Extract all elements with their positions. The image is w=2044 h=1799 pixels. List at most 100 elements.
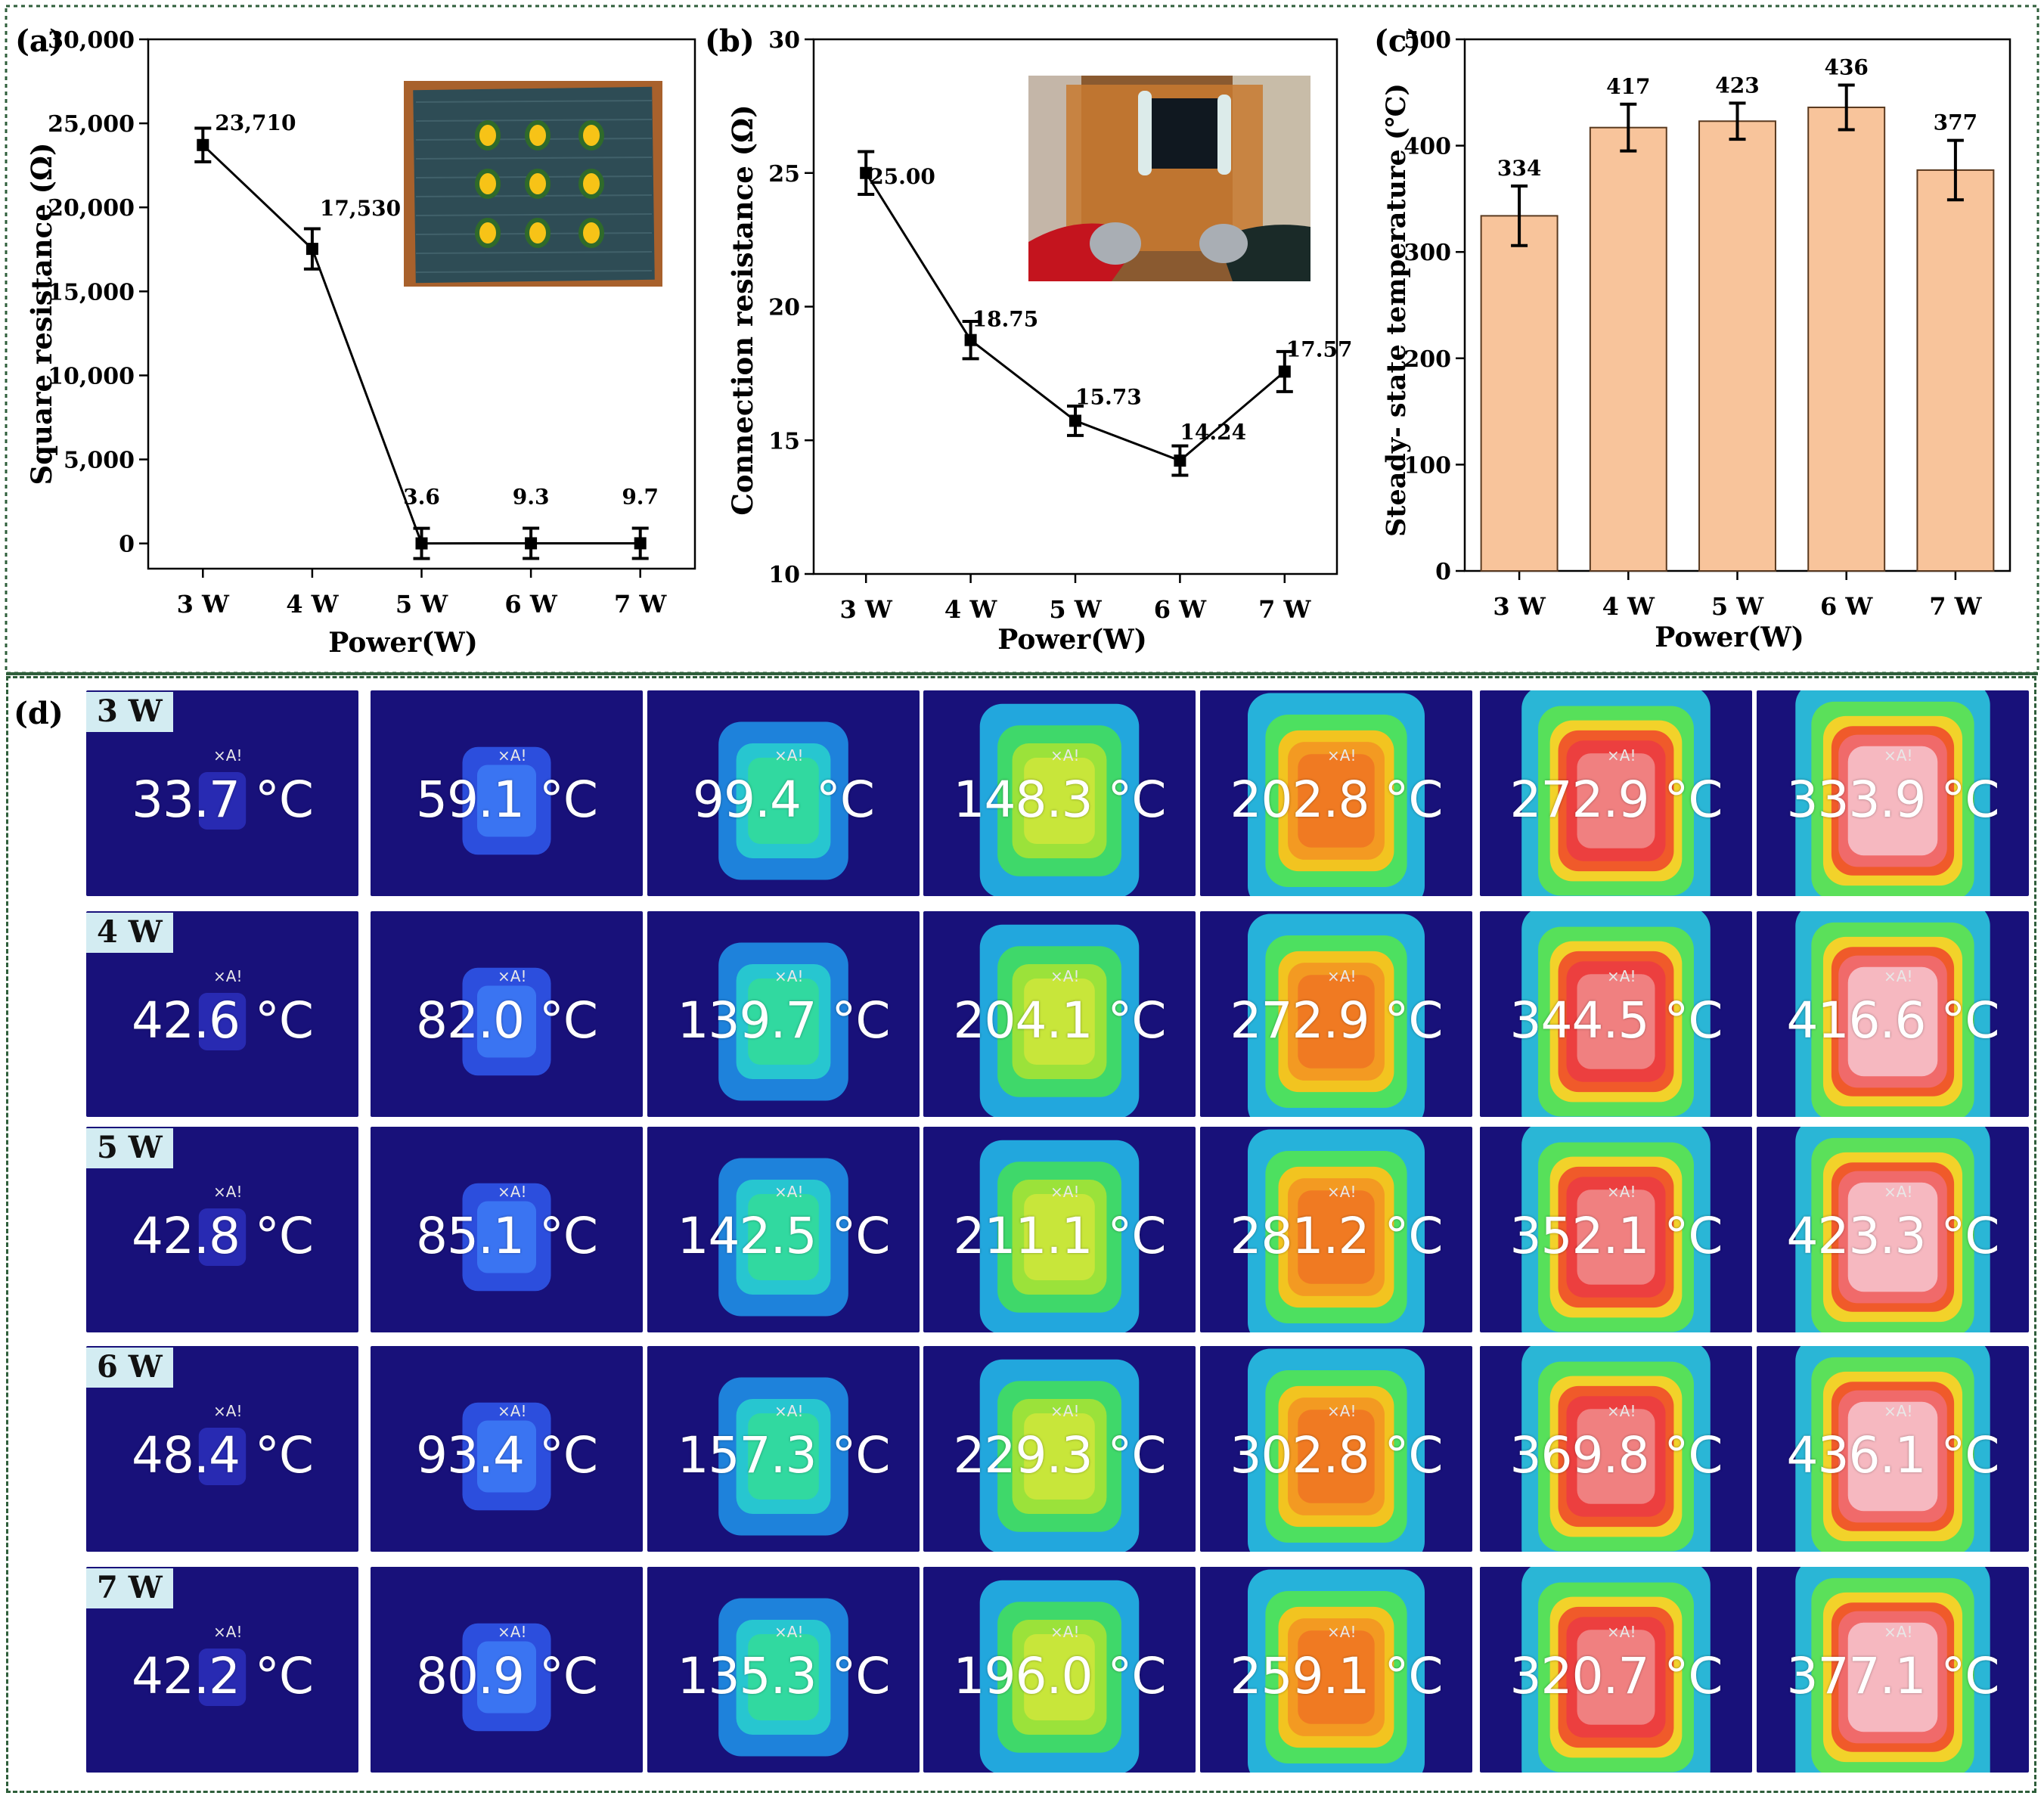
chart-c-ytick-label: 400 <box>1404 134 1451 160</box>
chart-a-xtick-label: 4 W <box>286 590 339 619</box>
chart-b-ytick-label: 10 <box>768 562 800 588</box>
thermal-temperature-readout: 272.9 °C <box>1230 991 1443 1050</box>
thermal-heatmap <box>371 1127 643 1332</box>
panel-label-c: (c) <box>1374 23 1421 59</box>
thermal-temperature-readout: 302.8 °C <box>1230 1426 1443 1484</box>
thermal-heatmap <box>1480 1127 1752 1332</box>
thermal-temperature-readout: 99.4 °C <box>692 771 875 829</box>
thermal-marker-label: ×A! <box>774 1183 804 1201</box>
thermal-temperature-readout: 320.7 °C <box>1509 1647 1723 1705</box>
thermal-heatmap <box>923 1127 1196 1332</box>
thermal-temperature-readout: 42.8 °C <box>131 1207 314 1265</box>
chart-a-value-label: 9.3 <box>513 484 550 509</box>
thermal-marker-label: ×A! <box>1884 967 1913 985</box>
chart-a-ytick-label: 25,000 <box>48 111 135 138</box>
chart-b-point <box>860 166 873 179</box>
thermal-zone <box>477 1420 536 1493</box>
thermal-temperature-readout: 48.4 °C <box>131 1426 314 1484</box>
chart-a-xtick-label: 5 W <box>395 590 448 619</box>
thermal-temperature-readout: 259.1 °C <box>1230 1647 1443 1705</box>
thermal-temperature-readout: 436.1 °C <box>1786 1426 1999 1484</box>
thermal-zone <box>1024 979 1095 1065</box>
thermal-image: ×A! 80.9 °C <box>371 1567 643 1773</box>
thermal-row-power-label: 6 W <box>86 1348 173 1388</box>
thermal-marker-label: ×A! <box>1884 1183 1913 1201</box>
chart-c-value-label: 334 <box>1497 156 1541 181</box>
thermal-marker-label: ×A! <box>1050 746 1080 765</box>
thermal-heatmap <box>923 911 1196 1117</box>
chart-a-value-label: 23,710 <box>215 110 296 135</box>
chart-a-point <box>306 243 318 256</box>
thermal-image: ×A! 148.3 °C <box>923 690 1196 896</box>
thermal-heatmap <box>1757 690 2029 896</box>
chart-c-xtick-label: 5 W <box>1711 592 1764 621</box>
thermal-heatmap <box>647 690 920 896</box>
thermal-marker-label: ×A! <box>1327 967 1357 985</box>
thermal-zone <box>1847 746 1938 856</box>
thermal-zone <box>1298 1190 1375 1284</box>
thermal-zone <box>198 1649 247 1706</box>
thermal-marker-label: ×A! <box>1327 1623 1357 1641</box>
chart-b-value-label: 14.24 <box>1180 420 1246 445</box>
thermal-image: ×A! 204.1 °C <box>923 911 1196 1117</box>
thermal-heatmap <box>1757 911 2029 1117</box>
thermal-zone <box>748 979 819 1065</box>
thermal-image: ×A! 93.4 °C <box>371 1346 643 1552</box>
thermal-zone <box>1847 1401 1938 1512</box>
thermal-marker-label: ×A! <box>1607 1402 1636 1420</box>
thermal-image: ×A! 272.9 °C <box>1480 690 1752 896</box>
thermal-temperature-readout: 80.9 °C <box>415 1647 598 1705</box>
chart-c-bar <box>1480 215 1559 572</box>
thermal-marker-label: ×A! <box>1327 1402 1357 1420</box>
chart-c-bar <box>1807 106 1886 572</box>
chart-a-ytick-label: 5,000 <box>64 448 135 474</box>
thermal-image: ×A! 302.8 °C <box>1200 1346 1472 1552</box>
thermal-temperature-readout: 93.4 °C <box>415 1426 598 1484</box>
chart-b-ytick-label: 25 <box>768 161 800 188</box>
thermal-image: ×A! 59.1 °C <box>371 690 643 896</box>
thermal-heatmap <box>371 1567 643 1773</box>
thermal-image: ×A! 157.3 °C <box>647 1346 920 1552</box>
panel-label-d: (d) <box>14 696 64 731</box>
thermal-heatmap <box>1200 1567 1472 1773</box>
thermal-image: ×A! 436.1 °C <box>1757 1346 2029 1552</box>
thermal-heatmap <box>923 1567 1196 1773</box>
thermal-marker-label: ×A! <box>1607 746 1636 765</box>
thermal-image: ×A! 423.3 °C <box>1757 1127 2029 1332</box>
chart-b-inset-photo <box>1028 76 1310 281</box>
thermal-zone <box>1577 1190 1655 1285</box>
thermal-image: ×A! 142.5 °C <box>647 1127 920 1332</box>
thermal-marker-label: ×A! <box>213 967 243 985</box>
chart-c-xlabel: Power(W) <box>1655 622 1804 653</box>
thermal-marker-label: ×A! <box>774 1402 804 1420</box>
chart-a-ytick-label: 15,000 <box>48 279 135 306</box>
thermal-marker-label: ×A! <box>498 746 527 765</box>
thermal-heatmap <box>1480 911 1752 1117</box>
thermal-marker-label: ×A! <box>774 967 804 985</box>
chart-b-xtick-label: 4 W <box>944 595 997 624</box>
chart-a-ytick-label: 10,000 <box>48 363 135 389</box>
thermal-zone <box>198 1208 247 1266</box>
thermal-heatmap <box>1757 1127 2029 1332</box>
thermal-image: ×A! 135.3 °C <box>647 1567 920 1773</box>
chart-a-ylabel: Square resistance (Ω) <box>25 143 58 485</box>
chart-a-inset-photo <box>404 81 662 287</box>
thermal-zone <box>1847 966 1938 1077</box>
thermal-temperature-readout: 333.9 °C <box>1786 771 1999 829</box>
chart-b-point <box>1069 414 1081 427</box>
thermal-heatmap <box>923 690 1196 896</box>
thermal-zone <box>1298 975 1375 1069</box>
thermal-heatmap <box>647 1567 920 1773</box>
thermal-temperature-readout: 344.5 °C <box>1509 991 1723 1050</box>
thermal-zone <box>1577 1630 1655 1725</box>
thermal-zone <box>748 1194 819 1280</box>
thermal-heatmap <box>371 911 643 1117</box>
thermal-heatmap <box>647 1346 920 1552</box>
thermal-zone <box>477 765 536 837</box>
chart-b-xtick-label: 5 W <box>1049 595 1102 624</box>
thermal-temperature-readout: 148.3 °C <box>953 771 1166 829</box>
thermal-image: ×A! 211.1 °C <box>923 1127 1196 1332</box>
thermal-image: ×A! 202.8 °C <box>1200 690 1472 896</box>
thermal-heatmap <box>1200 1346 1472 1552</box>
chart-b-xlabel: Power(W) <box>997 624 1146 656</box>
